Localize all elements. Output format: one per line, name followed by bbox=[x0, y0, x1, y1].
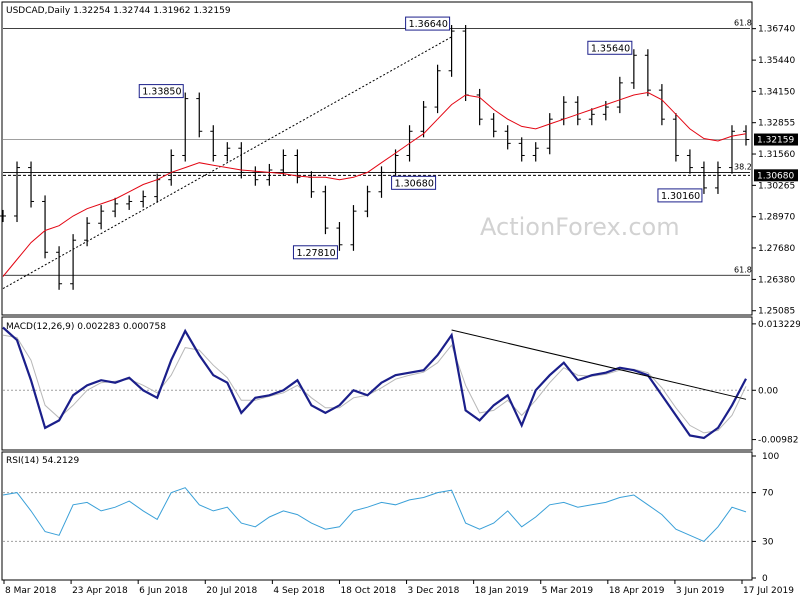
rsi-panel bbox=[1, 451, 753, 581]
callout-label: 1.33850 bbox=[142, 87, 181, 98]
price-tick-label: 1.32855 bbox=[758, 119, 795, 129]
price-tick-label: 1.27680 bbox=[758, 244, 795, 254]
callout-box bbox=[657, 188, 703, 203]
x-tick-label: 18 Jan 2019 bbox=[475, 586, 529, 596]
macd-panel bbox=[1, 316, 753, 451]
price-trendline bbox=[2, 36, 452, 290]
price-callout: 1.30160 bbox=[657, 188, 703, 203]
macd-line bbox=[2, 326, 747, 440]
x-tick-label: 6 Jun 2018 bbox=[139, 586, 188, 596]
rsi-line bbox=[2, 487, 747, 542]
callout-box bbox=[587, 40, 633, 55]
price-callout: 1.33850 bbox=[138, 84, 184, 99]
tag-box bbox=[754, 169, 798, 182]
price-tick-label: 1.34150 bbox=[758, 87, 795, 97]
x-tick-label: 20 Jul 2018 bbox=[206, 586, 257, 596]
rsi-tick-label: 100 bbox=[762, 452, 779, 462]
x-tick-label: 4 Sep 2018 bbox=[273, 586, 325, 596]
price-tick-label: 1.31560 bbox=[758, 150, 795, 160]
x-tick-label: 5 Mar 2019 bbox=[542, 586, 594, 596]
price-title: USDCAD,Daily 1.32254 1.32744 1.31962 1.3… bbox=[6, 6, 231, 16]
callout-label: 1.35640 bbox=[591, 43, 630, 54]
fib-label: 61.8 bbox=[734, 265, 752, 274]
price-callout: 1.30680 bbox=[391, 175, 437, 190]
price-tick-label: 1.28970 bbox=[758, 213, 795, 223]
x-tick-label: 17 Jul 2019 bbox=[743, 586, 794, 596]
macd-signal-line bbox=[2, 334, 747, 434]
tag-label: 1.30680 bbox=[757, 171, 794, 181]
fib-label: 61.8 bbox=[734, 19, 752, 28]
callout-label: 1.30160 bbox=[661, 191, 700, 202]
moving-average-line bbox=[2, 91, 747, 277]
rsi-tick-label: 70 bbox=[762, 489, 774, 499]
watermark-text: ActionForex.com bbox=[480, 213, 680, 241]
callout-box bbox=[391, 175, 437, 190]
callout-box bbox=[138, 84, 184, 99]
x-tick-label: 23 Apr 2018 bbox=[72, 586, 128, 596]
rsi-frame bbox=[1, 451, 753, 581]
callout-box bbox=[292, 245, 338, 260]
x-tick-label: 18 Apr 2019 bbox=[609, 586, 665, 596]
callout-label: 1.27810 bbox=[296, 248, 335, 259]
rsi-tick-label: 30 bbox=[762, 537, 774, 547]
last-price-tag: 1.32159 bbox=[754, 133, 798, 146]
rsi-title: RSI(14) 54.2129 bbox=[6, 456, 79, 466]
macd-tick-label: -0.00982 bbox=[758, 436, 798, 446]
price-tick-label: 1.30265 bbox=[758, 181, 795, 191]
x-tick-label: 3 Jun 2019 bbox=[676, 586, 725, 596]
callout-label: 1.36640 bbox=[409, 19, 448, 30]
macd-frame bbox=[1, 316, 753, 451]
price-callout: 1.35640 bbox=[587, 40, 633, 55]
macd-tick-label: 0.013229 bbox=[758, 320, 800, 330]
price-tick-label: 1.26380 bbox=[758, 275, 795, 285]
x-tick-label: 18 Oct 2018 bbox=[340, 586, 396, 596]
x-tick-label: 8 Mar 2018 bbox=[5, 586, 57, 596]
callout-box bbox=[405, 16, 451, 31]
macd-tick-label: 0.00 bbox=[758, 386, 778, 396]
macd-trendline bbox=[451, 329, 747, 400]
level-price-tag: 1.30680 bbox=[754, 169, 798, 182]
price-tick-label: 1.35440 bbox=[758, 56, 795, 66]
tag-box bbox=[754, 133, 798, 146]
price-frame bbox=[1, 1, 753, 316]
tag-label: 1.32159 bbox=[757, 136, 794, 146]
price-tick-label: 1.25085 bbox=[758, 307, 795, 317]
price-callout: 1.27810 bbox=[292, 245, 338, 260]
macd-title: MACD(12,26,9) 0.002283 0.000758 bbox=[6, 322, 166, 332]
x-tick-label: 3 Dec 2018 bbox=[408, 586, 460, 596]
fib-label: 38.2 bbox=[734, 162, 752, 171]
rsi-tick-label: 0 bbox=[762, 574, 768, 584]
price-tick-label: 1.36740 bbox=[758, 25, 795, 35]
price-panel bbox=[1, 1, 753, 316]
price-callout: 1.36640 bbox=[405, 16, 451, 31]
callout-label: 1.30680 bbox=[395, 178, 434, 189]
